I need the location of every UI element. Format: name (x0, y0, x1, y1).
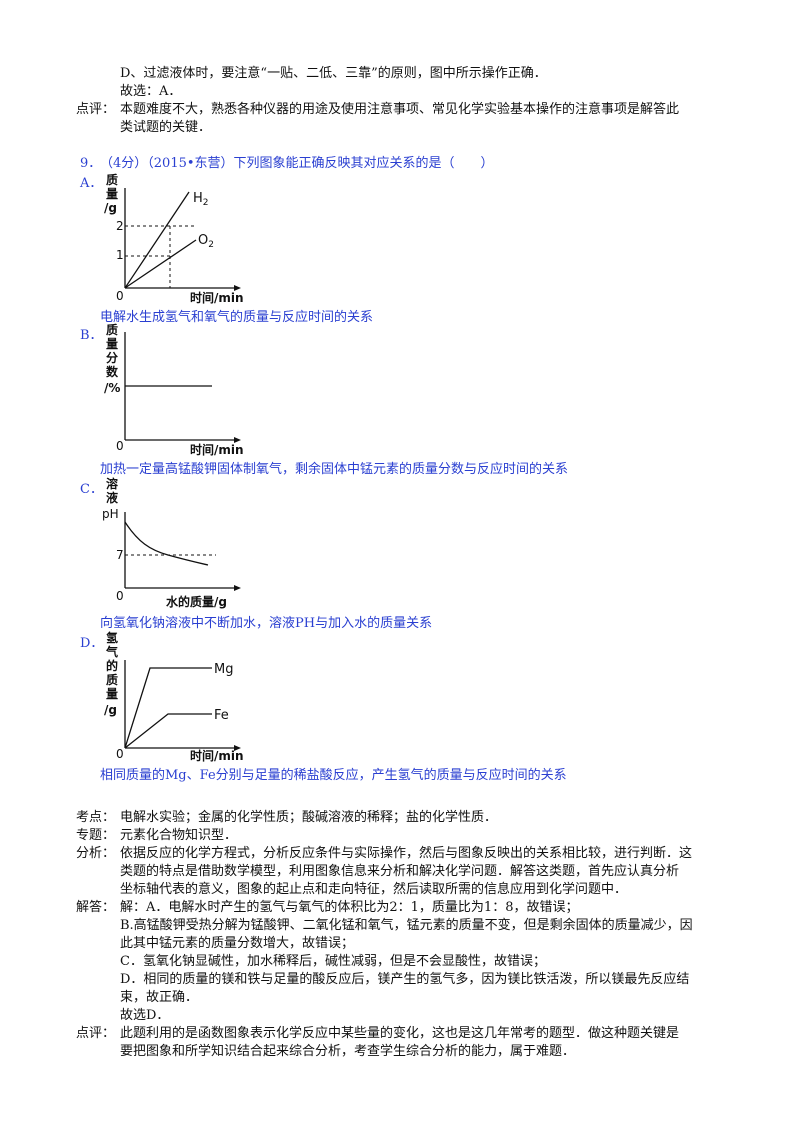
option-a-letter: A． (80, 176, 103, 191)
chart-a-o2-label: O2 (198, 233, 214, 250)
fenxi-line-1: 依据反应的化学方程式，分析反应条件与实际操作，然后与图象反映出的关系相比较，进行… (120, 846, 693, 861)
chart-b-x-arrow (234, 437, 241, 443)
fenxi-line-3: 坐标轴代表的意义，图象的起止点和走向特征，然后读取所需的信息应用到化学问题中． (120, 882, 628, 897)
option-d-letter: D． (80, 636, 104, 651)
chart-c-ytick-7: 7 (116, 548, 124, 562)
chart-b-ylabel-2: 量 (106, 337, 118, 351)
jieda-label: 解答： (76, 900, 116, 915)
chart-d: 氢 气 的 质 量 /g Mg Fe 0 时间/min (104, 630, 244, 762)
jieda-line-1: 解：A．电解水时产生的氢气与氧气的体积比为2：1，质量比为1：8，故错误； (120, 900, 579, 915)
prev-option-d-text: D、过滤液体时，要注意“一贴、二低、三靠”的原则，图中所示操作正确． (120, 66, 547, 81)
chart-b-origin: 0 (116, 439, 124, 453)
chart-d-ylabel-3: 的 (106, 658, 118, 673)
chart-a-h2-label: H2 (193, 191, 209, 208)
chart-a: 质 量 /g 2 1 0 H2 O2 时间/min (104, 172, 244, 304)
chart-a-xlabel: 时间/min (190, 290, 244, 304)
dianping-line-1: 此题利用的是函数图象表示化学反应中某些量的变化，这也是这几年常考的题型．做这种题… (120, 1026, 680, 1041)
chart-c-x-arrow (234, 585, 241, 591)
jieda-line-2: B.高锰酸钾受热分解为锰酸钾、二氧化锰和氧气，锰元素的质量不变，但是剩余固体的质… (120, 918, 693, 933)
chart-a-o2-line (124, 239, 197, 289)
chart-d-ylabel-2: 气 (105, 644, 118, 659)
jieda-line-3: 此其中锰元素的质量分数增大，故错误； (120, 936, 355, 951)
option-b-caption: 加热一定量高锰酸钾固体制氧气，剩余固体中锰元素的质量分数与反应时间的关系 (100, 462, 569, 477)
chart-b-xlabel: 时间/min (190, 442, 244, 456)
chart-d-ylabel-6: /g (104, 703, 117, 717)
chart-d-ylabel-4: 质 (106, 672, 118, 687)
chart-a-ytick-1: 1 (116, 248, 124, 262)
chart-c-ylabel-3: pH (102, 507, 119, 521)
question-number: 9． (80, 156, 102, 171)
chart-a-ylabel-2: 量 (106, 187, 118, 201)
chart-c-ylabel-2: 液 (106, 490, 118, 505)
option-d-caption: 相同质量的Mg、Fe分别与足量的稀盐酸反应，产生氢气的质量与反应时间的关系 (100, 768, 567, 783)
prev-comment-line-1: 本题难度不大，熟悉各种仪器的用途及使用注意事项、常见化学实验基本操作的注意事项是… (120, 102, 680, 117)
chart-b-ylabel-4: 数 (106, 364, 119, 379)
kaodian-label: 考点： (76, 810, 116, 825)
chart-a-x-arrow (234, 285, 241, 291)
chart-c-origin: 0 (116, 589, 124, 603)
chart-b-ylabel-5: /% (104, 381, 120, 395)
prev-choice: 故选：A． (120, 84, 182, 99)
chart-b: 质 量 分 数 /% 0 时间/min (104, 322, 244, 456)
chart-d-xlabel: 时间/min (190, 748, 244, 762)
chart-d-fe-line (124, 713, 212, 749)
prev-comment-label: 点评： (76, 102, 116, 117)
chart-d-fe-label: Fe (214, 708, 229, 723)
chart-a-ylabel-3: /g (104, 201, 117, 215)
zhuanti-text: 元素化合物知识型． (120, 828, 238, 843)
chart-d-mg-line (124, 667, 212, 749)
dianping-line-2: 要把图象和所学知识结合起来综合分析，考查学生综合分析的能力，属于难题． (120, 1044, 576, 1059)
fenxi-line-2: 类题的特点是借助数学模型，利用图象信息来分析和解决化学问题．解答这类题，首先应认… (120, 864, 680, 879)
chart-c-ph-curve (124, 521, 209, 566)
fenxi-label: 分析： (76, 846, 116, 861)
jieda-line-4: C．氢氧化钠显碱性，加水稀释后，碱性减弱，但是不会显酸性，故错误； (120, 954, 546, 969)
prev-comment-line-2: 类试题的关键． (120, 120, 212, 135)
jieda-line-7: 故选D． (120, 1008, 170, 1023)
chart-b-ylabel-3: 分 (106, 350, 118, 365)
zhuanti-label: 专题： (76, 828, 116, 843)
option-a-caption: 电解水生成氢气和氧气的质量与反应时间的关系 (100, 310, 374, 325)
chart-c-xlabel: 水的质量/g (166, 594, 227, 609)
chart-b-ylabel-1: 质 (106, 322, 118, 337)
dianping-label: 点评： (76, 1026, 116, 1041)
kaodian-text: 电解水实验；金属的化学性质；酸碱溶液的稀释；盐的化学性质． (120, 810, 498, 825)
chart-d-ylabel-1: 氢 (106, 630, 118, 645)
jieda-line-6: 束，故正确． (120, 990, 199, 1005)
option-c-caption: 向氢氧化钠溶液中不断加水，溶液PH与加入水的质量关系 (100, 616, 433, 631)
chart-a-h2-line (124, 191, 190, 289)
chart-a-origin: 0 (116, 289, 124, 303)
chart-c: 溶 液 pH 7 0 水的质量/g (102, 476, 241, 609)
chart-c-ylabel-1: 溶 (106, 476, 118, 491)
option-b-letter: B． (80, 328, 103, 343)
jieda-line-5: D．相同的质量的镁和铁与足量的酸反应后，镁产生的氢气多，因为镁比铁活泼，所以镁最… (120, 972, 690, 987)
chart-d-x-arrow (234, 745, 241, 751)
chart-d-ylabel-5: 量 (106, 687, 118, 701)
chart-d-origin: 0 (116, 747, 124, 761)
chart-a-ylabel-1: 质 (106, 172, 118, 187)
chart-a-ytick-2: 2 (116, 219, 124, 233)
chart-d-mg-label: Mg (214, 662, 233, 677)
option-c-letter: C． (80, 482, 103, 497)
question-stem: （4分）（2015•东营）下列图象能正确反映其对应关系的是（ ） (100, 156, 494, 171)
